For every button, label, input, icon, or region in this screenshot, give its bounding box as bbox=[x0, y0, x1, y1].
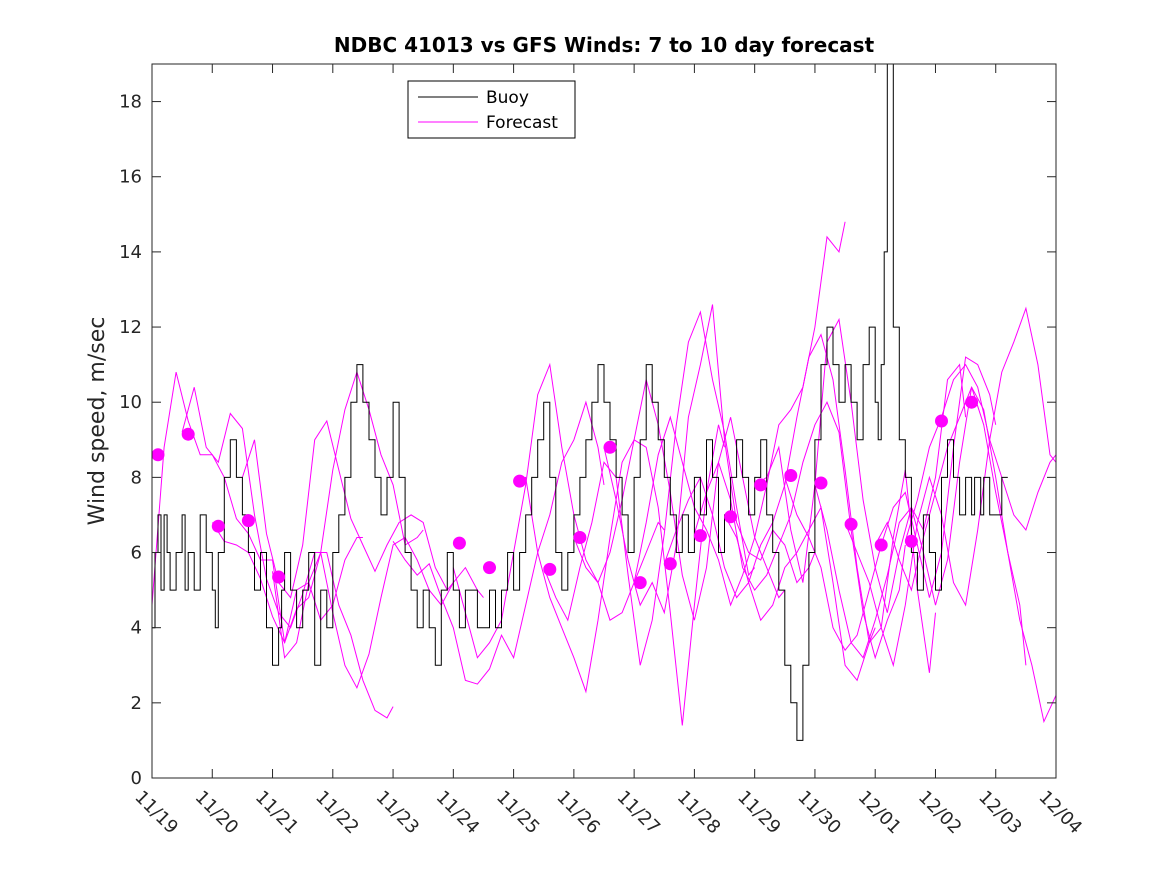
chart-title: NDBC 41013 vs GFS Winds: 7 to 10 day for… bbox=[334, 33, 875, 57]
legend: Buoy Forecast bbox=[407, 80, 576, 139]
legend-forecast-label: Forecast bbox=[486, 113, 558, 133]
forecast-line-19 bbox=[844, 306, 1056, 668]
forecast-marker bbox=[152, 448, 165, 462]
y-tick-label: 4 bbox=[131, 618, 142, 639]
y-tick-label: 10 bbox=[119, 392, 142, 413]
forecast-line-11 bbox=[603, 304, 816, 615]
legend-buoy-label: Buoy bbox=[486, 88, 529, 108]
forecast-marker bbox=[603, 440, 617, 454]
forecast-line-16 bbox=[754, 317, 967, 613]
forecast-line-12 bbox=[633, 221, 846, 607]
forecast-marker bbox=[693, 529, 707, 543]
forecast-line-6 bbox=[392, 400, 605, 685]
y-tick-label: 16 bbox=[119, 167, 142, 188]
forecast-marker bbox=[272, 570, 286, 584]
y-tick-label: 14 bbox=[119, 242, 142, 263]
forecast-marker bbox=[483, 561, 496, 575]
forecast-marker bbox=[814, 476, 828, 490]
plot-series bbox=[152, 64, 1056, 741]
forecast-marker bbox=[904, 534, 918, 548]
forecast-marker bbox=[513, 474, 527, 488]
forecast-marker bbox=[724, 510, 738, 524]
plot-area bbox=[152, 64, 1056, 741]
forecast-marker bbox=[844, 517, 858, 531]
buoy-line bbox=[152, 64, 1008, 741]
forecast-marker bbox=[935, 414, 948, 428]
y-tick-label: 0 bbox=[131, 768, 142, 789]
forecast-marker bbox=[663, 557, 677, 571]
forecast-marker bbox=[965, 395, 979, 409]
y-tick-label: 2 bbox=[131, 693, 142, 714]
forecast-line-8 bbox=[513, 424, 725, 726]
y-tick-label: 18 bbox=[119, 92, 142, 113]
y-tick-label: 6 bbox=[131, 543, 142, 564]
forecast-marker bbox=[754, 478, 768, 492]
forecast-marker bbox=[633, 576, 647, 590]
forecast-marker bbox=[573, 531, 587, 544]
axes-box bbox=[151, 63, 1057, 779]
y-axis-label: Wind speed, m/sec bbox=[85, 317, 110, 526]
forecast-marker bbox=[543, 562, 557, 576]
forecast-marker bbox=[181, 427, 195, 441]
forecast-marker bbox=[241, 514, 255, 528]
forecast-marker bbox=[784, 469, 798, 482]
forecast-line-9 bbox=[543, 310, 756, 666]
forecast-line-21 bbox=[904, 363, 1056, 542]
plot-axes bbox=[151, 63, 1057, 779]
forecast-line-2 bbox=[181, 387, 394, 719]
forecast-line-17 bbox=[784, 356, 997, 652]
legend-box bbox=[407, 80, 576, 139]
forecast-marker bbox=[452, 536, 466, 550]
forecast-marker bbox=[211, 519, 225, 533]
y-tick-label: 8 bbox=[131, 467, 142, 488]
forecast-marker bbox=[874, 538, 888, 552]
y-tick-label: 12 bbox=[119, 317, 142, 338]
